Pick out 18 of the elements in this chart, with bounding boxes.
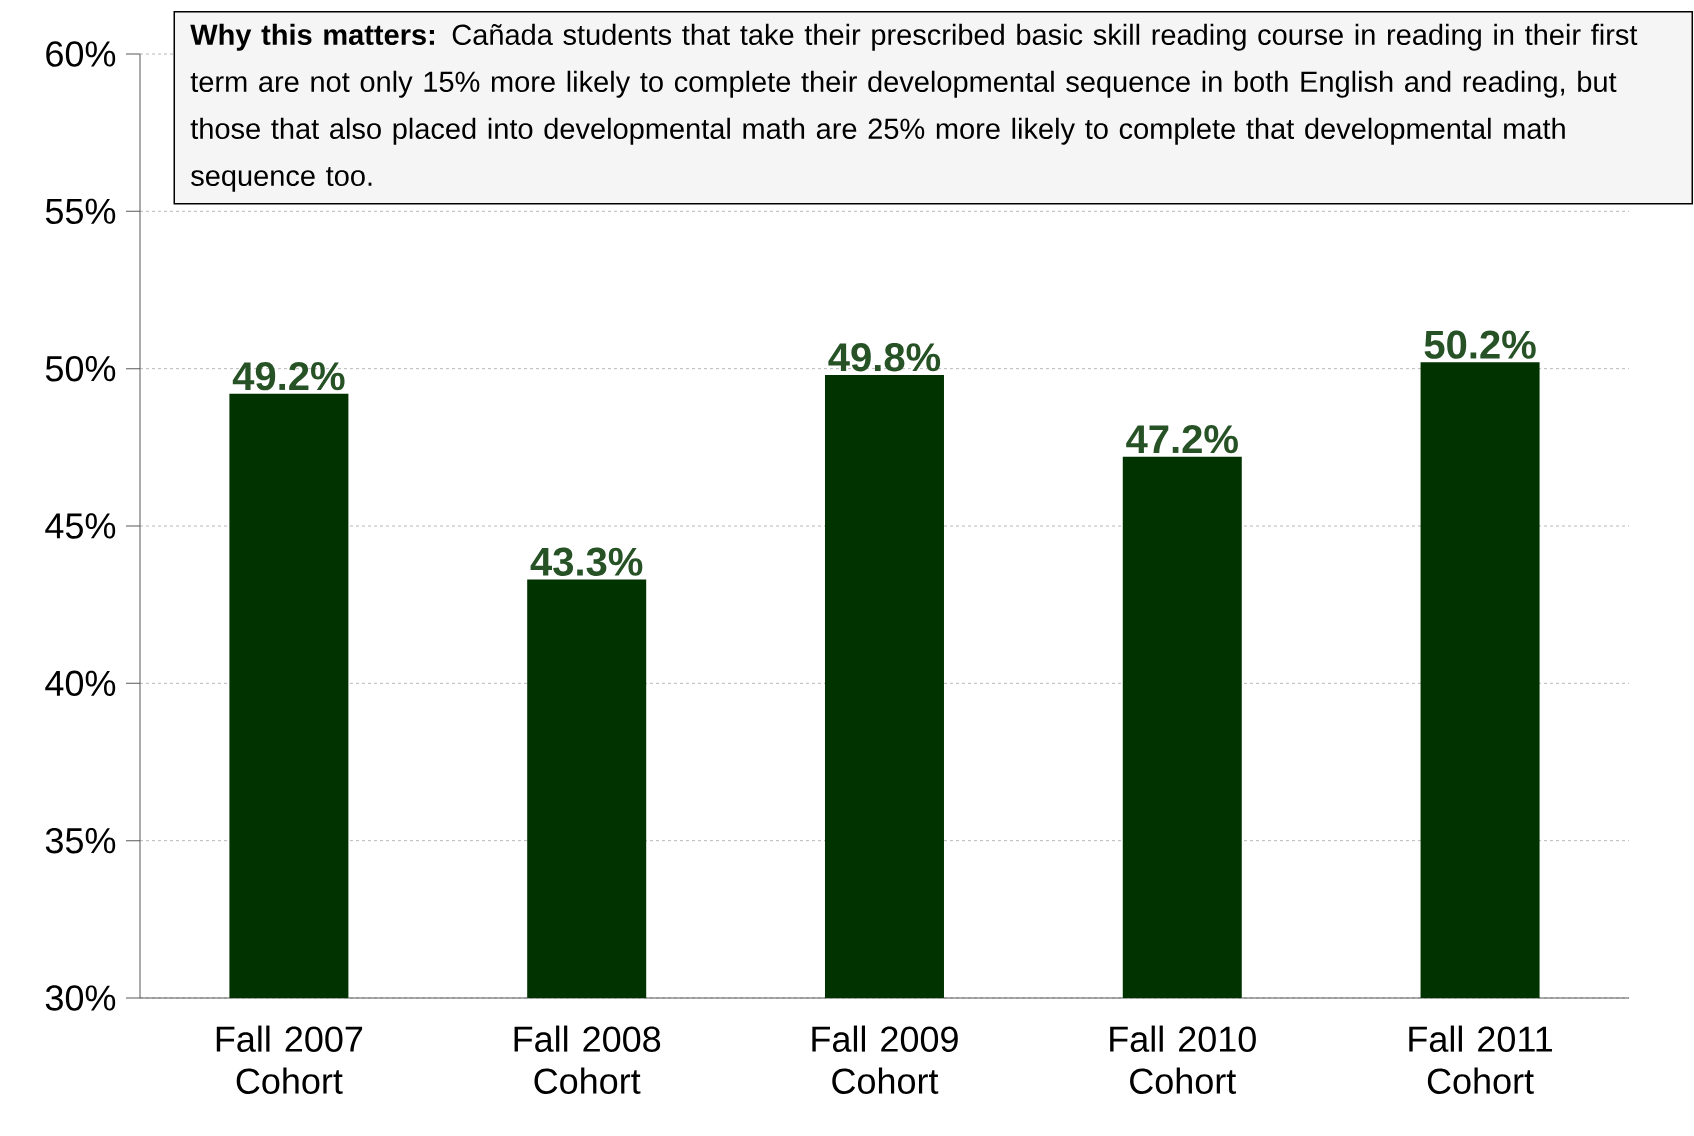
y-tick-label: 60% — [46, 41, 116, 67]
x-tick-label: Fall 2011 Cohort — [1409, 1025, 1553, 1094]
data-label: 47.2% — [1126, 424, 1238, 454]
data-label: 49.2% — [232, 361, 345, 391]
x-tick-label: Fall 2008 Cohort — [514, 1025, 661, 1094]
y-tick-label: 55% — [45, 198, 116, 224]
y-tick-label: 45% — [45, 513, 116, 539]
y-tick-label: 40% — [45, 670, 116, 697]
data-label: 43.3% — [530, 547, 643, 576]
annotation: Why this matters: Cañada students that take their prescribed basic skill reading course in reading in their first term are not only 15% more likely to complete their developmental sequence in both English and reading, but those that also placed into developmental math are 25% more likely to complete that developmental math sequence too. — [190, 23, 1638, 192]
y-tick-label: 30% — [45, 985, 116, 1011]
y-tick-label: 35% — [45, 827, 116, 854]
y-tick-label: 50% — [45, 355, 116, 382]
x-tick-label: Fall 2009 Cohort — [812, 1025, 958, 1094]
x-tick-label: Fall 2010 Cohort — [1110, 1025, 1256, 1094]
data-label: 50.2% — [1424, 330, 1536, 359]
x-tick-label: Fall 2007 Cohort — [216, 1025, 363, 1094]
data-label: 49.8% — [828, 343, 941, 372]
